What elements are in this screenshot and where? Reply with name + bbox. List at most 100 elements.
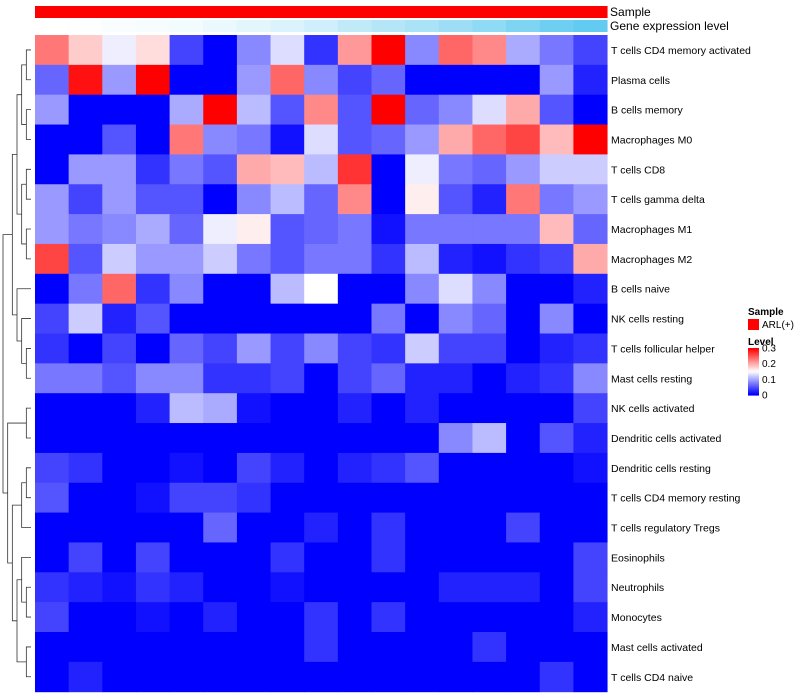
heatmap-cell <box>506 632 541 663</box>
heatmap-cell <box>337 154 372 185</box>
heatmap-cell <box>573 661 608 693</box>
heatmap-cell <box>236 482 272 514</box>
dendrogram-branch <box>21 64 27 125</box>
heatmap-cell <box>68 35 103 66</box>
heatmap-cell <box>169 184 204 215</box>
heatmap-cell <box>270 542 305 573</box>
heatmap-cell <box>102 94 137 126</box>
legend-gradient-step <box>748 380 759 383</box>
heatmap-cell <box>472 602 507 633</box>
heatmap-cell <box>405 154 440 185</box>
heatmap-cell <box>337 393 372 424</box>
heatmap-cell <box>102 602 137 633</box>
heatmap-cell <box>573 35 608 66</box>
heatmap-cell <box>169 602 204 633</box>
heatmap-cell <box>438 94 473 126</box>
heatmap-cell <box>169 363 204 394</box>
legend-gradient-step <box>748 349 759 351</box>
dendrogram-branch <box>21 318 31 364</box>
heatmap-cell <box>304 184 339 215</box>
heatmap-cell <box>169 124 204 155</box>
heatmap-cell <box>304 542 339 573</box>
legend-gradient-step <box>748 364 759 367</box>
heatmap-cell <box>337 273 372 305</box>
heatmap-cell <box>102 542 137 573</box>
heatmap-cell <box>236 184 272 215</box>
heatmap-cell <box>506 602 541 633</box>
legend-gradient-step <box>748 383 759 386</box>
legend-level-title: Level <box>748 337 774 348</box>
row-label: T cells CD4 memory activated <box>611 45 751 57</box>
heatmap-cell <box>472 243 507 275</box>
heatmap-cell <box>135 184 171 215</box>
gene-expression-annotation-cell <box>337 20 372 32</box>
heatmap-cell <box>236 273 272 305</box>
heatmap-cell <box>169 423 204 454</box>
legend-gradient-step <box>748 365 759 368</box>
heatmap-cell <box>270 94 305 126</box>
heatmap-cell <box>573 482 608 514</box>
heatmap-cell <box>472 303 507 334</box>
row-label: Macrophages M1 <box>611 224 692 236</box>
gene-expression-annotation-cell <box>573 20 608 32</box>
sample-annotation-cell <box>337 6 372 18</box>
heatmap-cell <box>68 303 103 334</box>
heatmap-cell <box>573 214 608 245</box>
heatmap-cell <box>539 512 574 543</box>
heatmap-cell <box>539 393 574 424</box>
legend-gradient-step <box>748 377 759 380</box>
heatmap-cell <box>35 35 70 66</box>
heatmap-cell <box>506 184 541 215</box>
heatmap-cell <box>472 423 507 454</box>
legend-gradient-step <box>748 370 759 373</box>
heatmap-cell <box>236 333 272 364</box>
legend-gradient-step <box>748 366 759 369</box>
heatmap-cell <box>371 94 406 126</box>
heatmap-cell <box>573 452 608 484</box>
heatmap-cell <box>371 542 406 573</box>
heatmap-cell <box>102 512 137 543</box>
heatmap-cell <box>337 572 372 603</box>
heatmap-cell <box>102 273 137 305</box>
heatmap-cell <box>35 363 70 394</box>
legend-gradient-step <box>748 387 759 390</box>
row-label: Mast cells activated <box>611 642 703 654</box>
dendrogram-branch <box>25 586 31 618</box>
heatmap-cell <box>236 512 272 543</box>
heatmap-cells <box>35 35 608 693</box>
heatmap-cell <box>438 333 473 364</box>
heatmap-cell <box>371 273 406 305</box>
heatmap-cell <box>203 542 238 573</box>
heatmap-cell <box>35 542 70 573</box>
heatmap-cell <box>35 273 70 305</box>
heatmap-cell <box>405 94 440 126</box>
heatmap-cell <box>371 632 406 663</box>
heatmap-cell <box>35 393 70 424</box>
heatmap-cell <box>102 363 137 394</box>
heatmap-cell <box>203 303 238 334</box>
legend-gradient-step <box>748 385 759 388</box>
heatmap-cell <box>304 124 339 155</box>
heatmap-cell <box>405 333 440 364</box>
row-label: B cells naive <box>611 284 670 296</box>
heatmap-cell <box>337 64 372 96</box>
heatmap-cell <box>169 154 204 185</box>
heatmap-cell <box>68 214 103 245</box>
heatmap-cell <box>68 661 103 693</box>
heatmap-cell <box>405 423 440 454</box>
heatmap-cell <box>539 661 574 693</box>
heatmap-cell <box>337 602 372 633</box>
sample-annotation-cell <box>135 6 171 18</box>
gene-expression-annotation-cell <box>270 20 305 32</box>
heatmap-cell <box>135 661 171 693</box>
legend-gradient-step <box>748 348 759 350</box>
heatmap-cell <box>270 184 305 215</box>
heatmap-cell <box>405 124 440 155</box>
heatmap-cell <box>203 393 238 424</box>
gene-expression-annotation-label: Gene expression level <box>610 19 729 33</box>
heatmap-cell <box>405 393 440 424</box>
legend-gradient-step <box>748 358 759 361</box>
heatmap-cell <box>472 94 507 126</box>
dendrogram-branch <box>21 482 31 528</box>
row-label: Dendritic cells activated <box>611 433 721 445</box>
